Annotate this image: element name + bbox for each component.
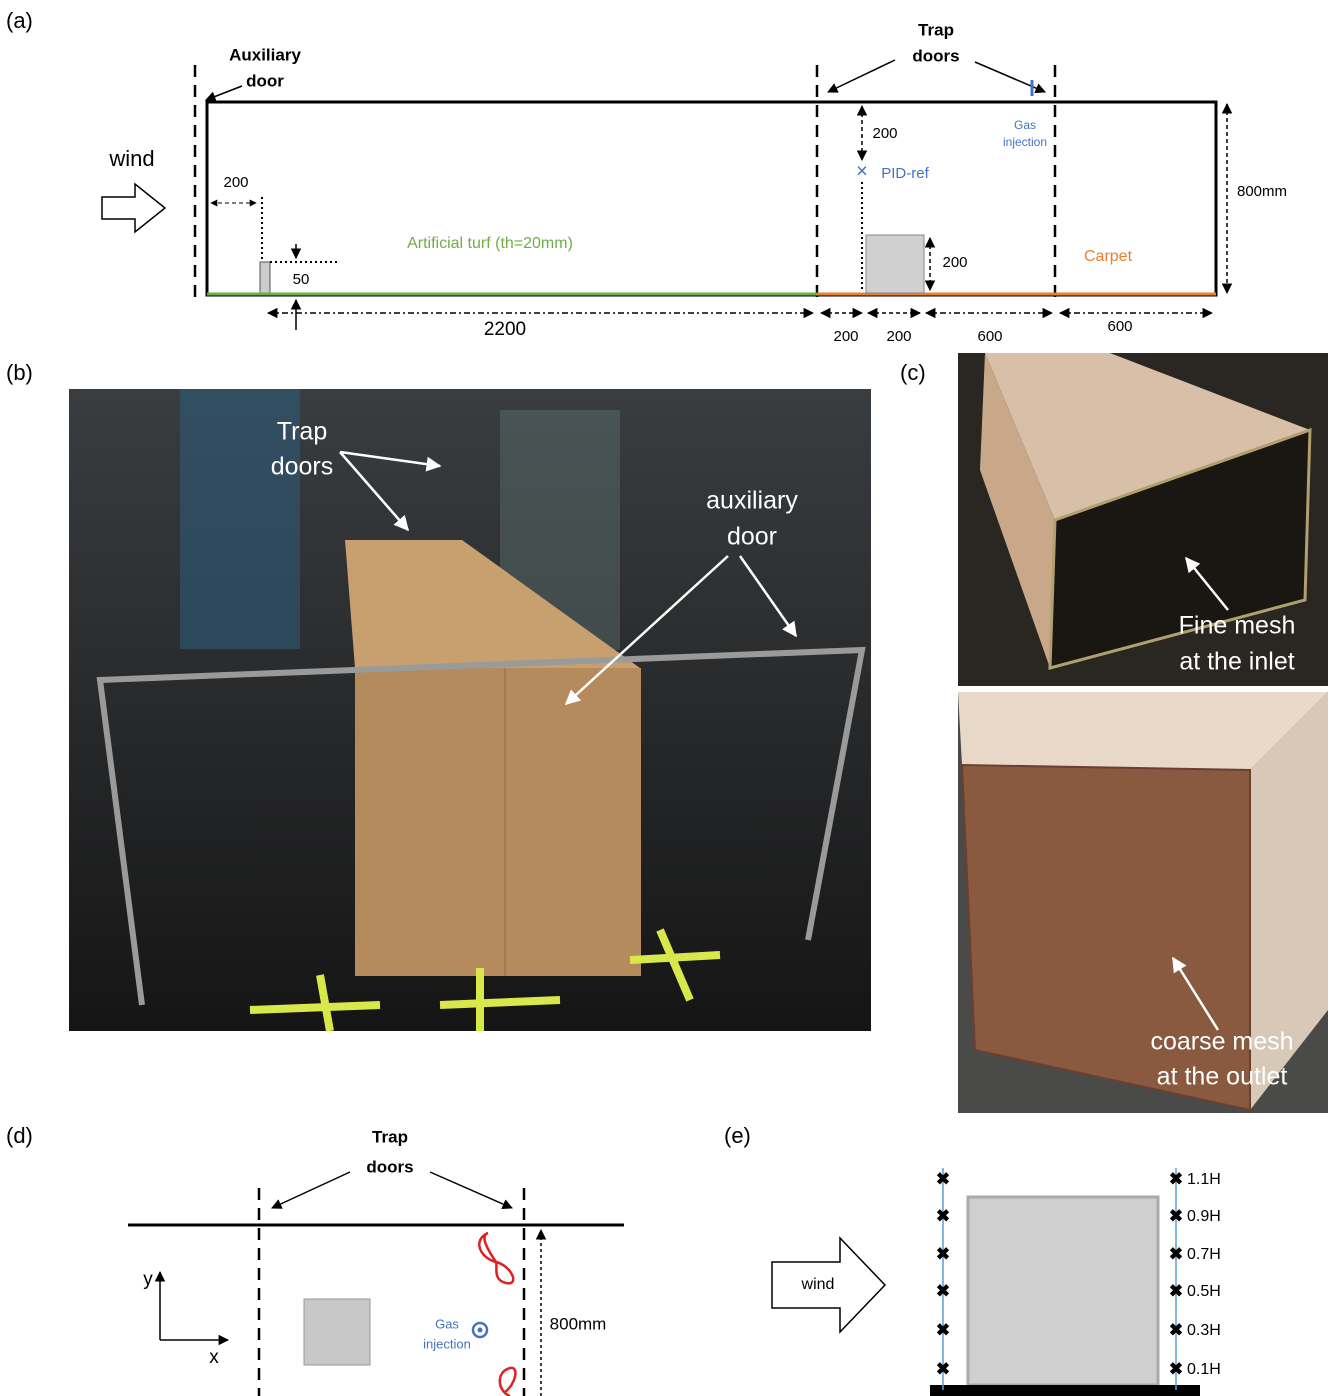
dimension-label: 200 xyxy=(886,328,911,345)
photo-label: doors xyxy=(271,453,334,481)
photo-label: coarse mesh xyxy=(1150,1028,1293,1056)
photo-label: door xyxy=(727,523,777,551)
pid-marker: × xyxy=(856,160,868,182)
probe-marker: ✖ xyxy=(936,1244,950,1263)
probe-marker: ✖ xyxy=(1169,1169,1183,1188)
probe-marker: ✖ xyxy=(1169,1320,1183,1339)
panel-e: (e) wind ✖✖1.1H✖✖0.9H✖✖0.7H✖✖0.5H✖✖0.3H✖… xyxy=(724,1123,1221,1396)
ground xyxy=(930,1385,1200,1396)
height-label: 0.9H xyxy=(1187,1208,1221,1225)
arrow xyxy=(975,62,1045,92)
photo-label: at the outlet xyxy=(1157,1063,1288,1091)
wind-label: wind xyxy=(801,1276,835,1293)
probe-marker: ✖ xyxy=(936,1320,950,1339)
probe-marker: ✖ xyxy=(1169,1359,1183,1378)
panel-d: (d) Trap doors y x Gas injection 800mm xyxy=(6,1123,624,1396)
arrow xyxy=(206,86,242,100)
tape xyxy=(250,1005,380,1010)
dimension-label: 200 xyxy=(833,328,858,345)
height-label: 0.3H xyxy=(1187,1322,1221,1339)
step xyxy=(260,262,270,295)
pid-label: PID-ref xyxy=(881,165,929,182)
gas-label: injection xyxy=(423,1336,471,1351)
panel-label: (b) xyxy=(6,360,33,385)
dimension-label: 200 xyxy=(942,254,967,271)
probe-marker: ✖ xyxy=(1169,1206,1183,1225)
dimension-label: 600 xyxy=(1107,318,1132,335)
probe-marker: ✖ xyxy=(1169,1244,1183,1263)
tunnel-photo xyxy=(355,668,641,976)
probe-marker: ✖ xyxy=(936,1281,950,1300)
dimension-label: 2200 xyxy=(484,319,526,340)
photo-label: Trap xyxy=(277,418,327,446)
gas-label: Gas xyxy=(1014,118,1036,132)
panel-label: (d) xyxy=(6,1123,33,1148)
trap-doors-label: Trap xyxy=(372,1127,408,1146)
panel-label: (c) xyxy=(900,360,926,385)
panel-a: (a) Auxiliary door wind 200 50 Artificia… xyxy=(6,8,1287,345)
wind-label: wind xyxy=(108,146,154,171)
axis-label: x xyxy=(209,1347,219,1368)
trap-doors-label: doors xyxy=(912,46,959,65)
building xyxy=(866,235,924,293)
turf-label: Artificial turf (th=20mm) xyxy=(407,235,573,252)
building xyxy=(304,1299,370,1365)
arrow xyxy=(430,1172,512,1208)
tunnel xyxy=(207,102,1216,295)
panel-label: (a) xyxy=(6,8,33,33)
gas-label: injection xyxy=(1003,135,1047,149)
dimension-label: 50 xyxy=(293,271,310,288)
sampling-lobe xyxy=(479,1233,513,1283)
panel-label: (e) xyxy=(724,1123,751,1148)
auxiliary-door-label: door xyxy=(246,71,284,90)
height-label: 0.7H xyxy=(1187,1246,1221,1263)
photo-label: at the inlet xyxy=(1179,648,1294,676)
photo-label: Fine mesh xyxy=(1179,612,1296,640)
trap-doors-label: Trap xyxy=(918,20,954,39)
panel-c: (c) Fine mesh at the inlet coarse mesh a… xyxy=(900,353,1328,1113)
building xyxy=(968,1197,1158,1385)
dimension-label: 600 xyxy=(977,328,1002,345)
dimension-label: 800mm xyxy=(550,1314,607,1333)
gas-label: Gas xyxy=(435,1316,459,1331)
dimension-label: 200 xyxy=(872,125,897,142)
axis-label: y xyxy=(143,1269,153,1290)
probe-marker: ✖ xyxy=(1169,1281,1183,1300)
probe-marker: ✖ xyxy=(936,1169,950,1188)
photo-label: auxiliary xyxy=(706,487,798,515)
dimension-label: 800mm xyxy=(1237,183,1287,200)
height-label: 0.1H xyxy=(1187,1361,1221,1378)
tape xyxy=(440,1000,560,1005)
gas-source xyxy=(478,1328,483,1333)
sampling-lobe xyxy=(500,1368,516,1396)
arrow xyxy=(272,1172,350,1208)
trap-doors-label: doors xyxy=(366,1157,413,1176)
auxiliary-door-label: Auxiliary xyxy=(229,45,301,64)
probe-marker: ✖ xyxy=(936,1206,950,1225)
carpet-label: Carpet xyxy=(1084,248,1133,265)
figure: (a) Auxiliary door wind 200 50 Artificia… xyxy=(0,0,1335,1396)
height-label: 1.1H xyxy=(1187,1171,1221,1188)
probe-marker: ✖ xyxy=(936,1359,950,1378)
panel-b: (b) Trap doors auxiliary door xyxy=(6,360,871,1031)
dimension-label: 200 xyxy=(223,174,248,191)
wind-arrow xyxy=(102,184,165,232)
height-label: 0.5H xyxy=(1187,1283,1221,1300)
arrow xyxy=(828,60,895,92)
